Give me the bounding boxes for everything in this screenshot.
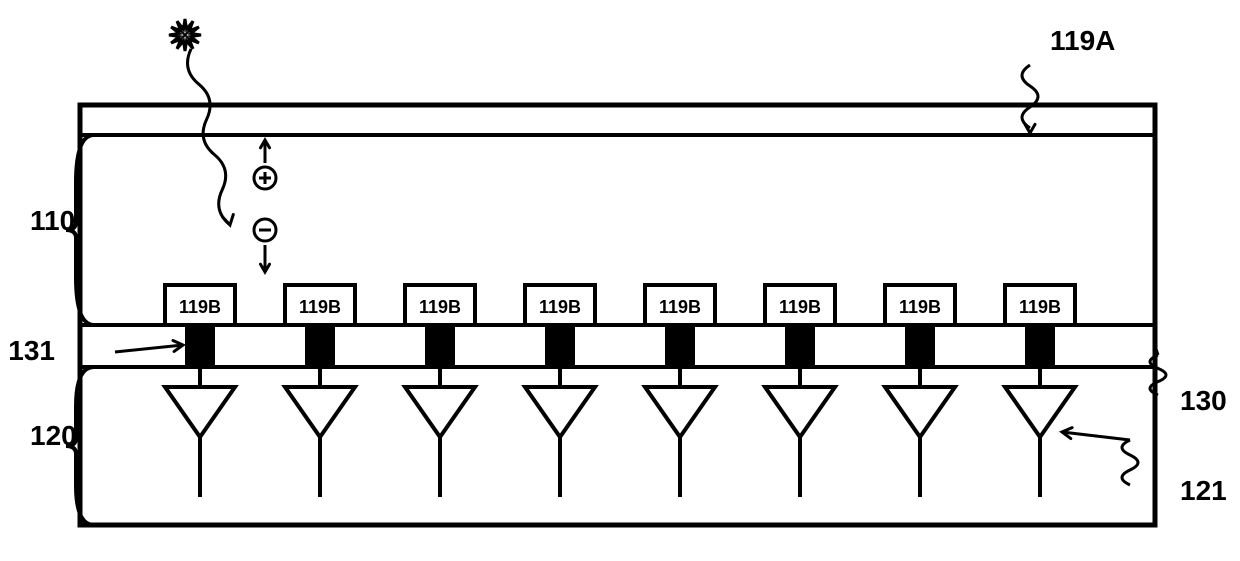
electrode-119B-label: 119B [539,297,581,317]
electrode-119B-label: 119B [899,297,941,317]
charge-minus [254,219,276,241]
label-120: 120 [30,420,77,451]
electrode-119B-label: 119B [659,297,701,317]
via-131 [905,325,935,367]
device-outline [80,105,1155,525]
electrode-119B-label: 119B [179,297,221,317]
charge-plus [254,167,276,189]
electrode-119B: 119B [405,285,475,325]
label-119A: 119A [1050,25,1115,56]
electrode-119B-label: 119B [299,297,341,317]
via-131 [665,325,695,367]
label-130: 130 [1180,385,1227,416]
label-131: 131 [8,335,55,366]
electrode-119B-label: 119B [419,297,461,317]
via-131 [545,325,575,367]
label-121: 121 [1180,475,1227,506]
electrode-119B: 119B [525,285,595,325]
electrode-119B: 119B [885,285,955,325]
via-131 [785,325,815,367]
electrode-119B: 119B [285,285,355,325]
electrode-119B: 119B [1005,285,1075,325]
via-131 [185,325,215,367]
via-131 [425,325,455,367]
electrode-119B: 119B [765,285,835,325]
via-131 [1025,325,1055,367]
electrode-119B: 119B [645,285,715,325]
via-131 [305,325,335,367]
electrode-119B: 119B [165,285,235,325]
electrode-119B-label: 119B [779,297,821,317]
electrode-119B-label: 119B [1019,297,1061,317]
label-110: 110 [30,205,75,236]
